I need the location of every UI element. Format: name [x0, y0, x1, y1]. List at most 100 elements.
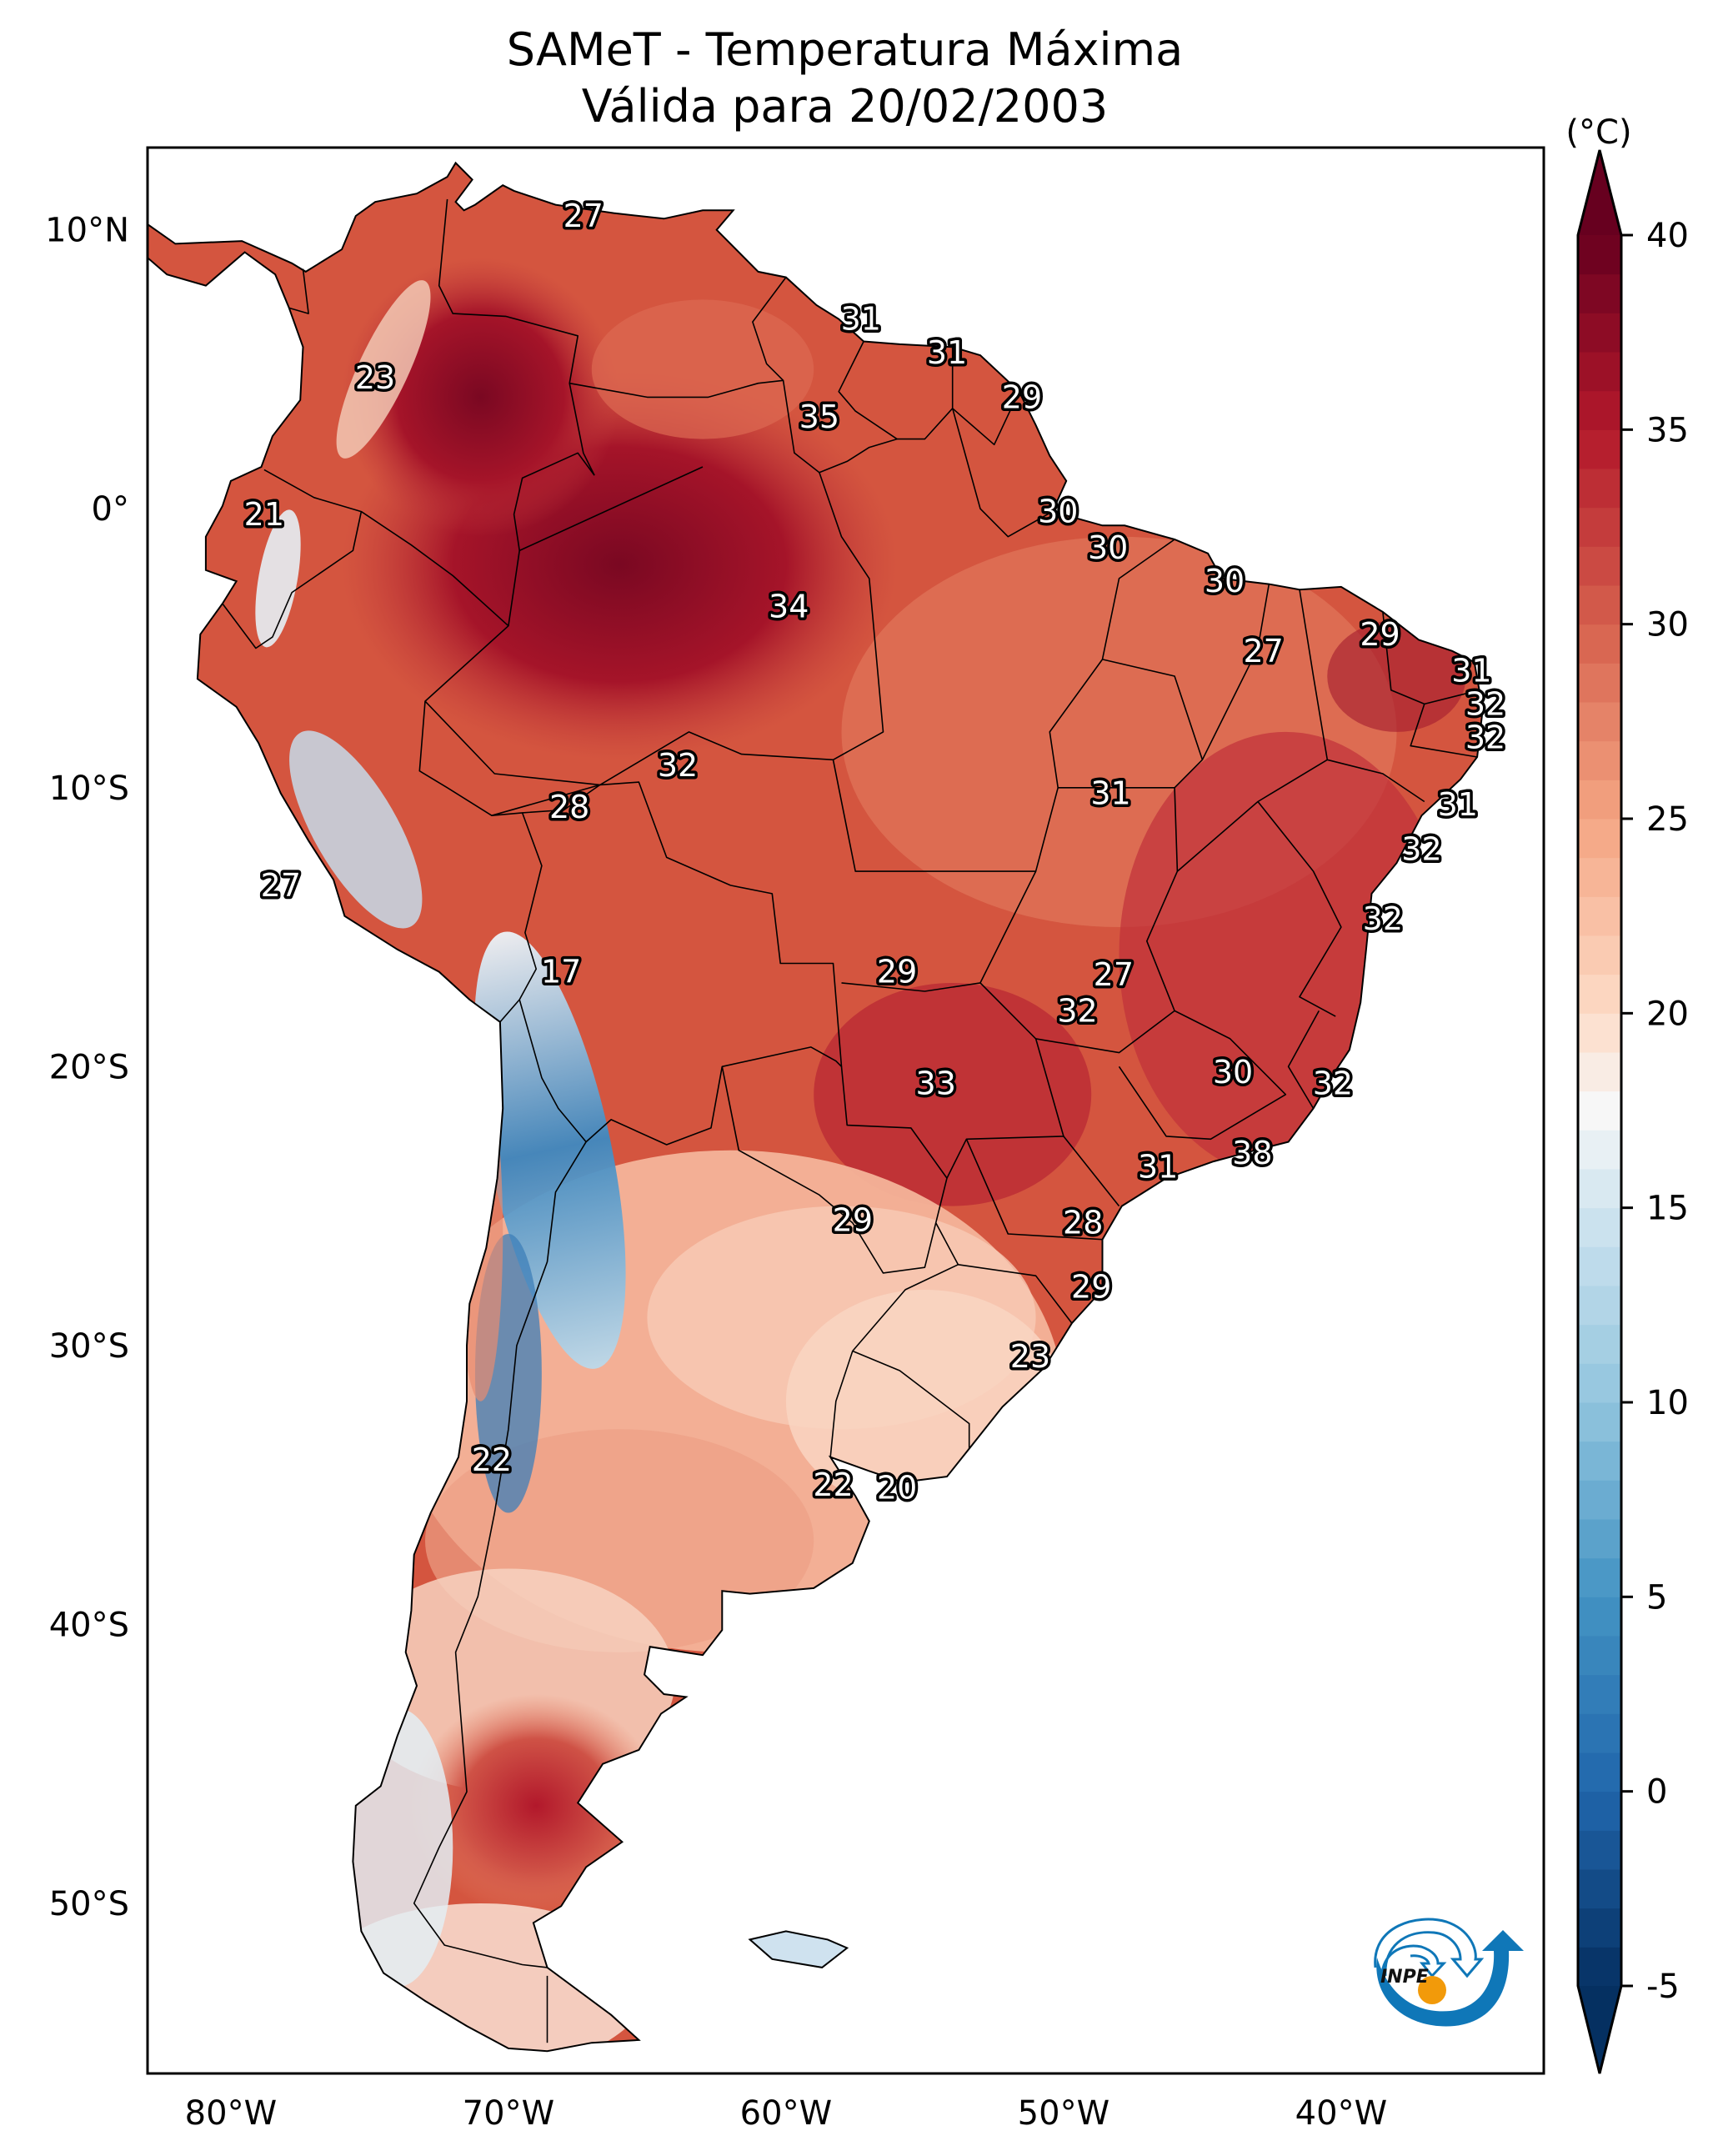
- border-line: [721, 1066, 948, 1274]
- colorbar-tick-label: 20: [1646, 995, 1689, 1033]
- capital-temperature-label: 27: [261, 867, 301, 904]
- field-peru-andes: [289, 730, 423, 929]
- colorbar-segment: [1578, 1947, 1621, 1987]
- border-line: [965, 1138, 1103, 1241]
- border-line: [1201, 584, 1270, 760]
- capital-temperature-label: 31: [841, 301, 881, 338]
- capital-temperature-label: 32: [1363, 900, 1403, 937]
- border-line: [222, 469, 363, 649]
- border-line: [491, 784, 601, 816]
- border-line: [832, 539, 1175, 872]
- colorbar-unit-label: (°C): [1565, 113, 1631, 152]
- logo-loop-arrow: [1374, 1918, 1485, 1978]
- capital-temperature-label: 31: [1138, 1149, 1178, 1186]
- border-line: [958, 1264, 1073, 1324]
- colorbar-segment: [1578, 896, 1621, 936]
- border-line: [897, 347, 954, 440]
- border-line: [841, 870, 1037, 992]
- colorbar-segment: [1578, 1597, 1621, 1637]
- colorbar-tick-label: -5: [1646, 1968, 1680, 2006]
- logo-sun-circle: [1418, 1976, 1446, 2004]
- colorbar-segment: [1578, 1363, 1621, 1403]
- capital-temperature-label: 32: [1401, 830, 1441, 867]
- colorbar-segment: [1578, 1013, 1621, 1053]
- field-altiplano: [474, 931, 626, 1369]
- capital-temperature-label: 29: [833, 1201, 873, 1238]
- colorbar-tick-label: 35: [1646, 411, 1689, 449]
- capital-temperature-label: 22: [813, 1467, 853, 1503]
- temperature-field: [255, 258, 1466, 2052]
- colorbar-segment: [1578, 1052, 1621, 1092]
- border-line: [752, 277, 898, 474]
- border-line: [829, 1222, 959, 1457]
- field-mato-grosso-sul: [814, 982, 1092, 1206]
- colorbar-segment: [1578, 1130, 1621, 1170]
- longitude-ticks: 80°W 70°W 60°W 50°W 40°W: [185, 2094, 1387, 2133]
- colorbar-segment: [1578, 1557, 1621, 1597]
- capital-temperature-label: 27: [563, 198, 604, 234]
- border-line: [438, 198, 595, 476]
- capital-temperature-label: 21: [244, 496, 284, 533]
- border-line: [599, 472, 884, 786]
- latitude-tick-label: 10°N: [45, 212, 129, 250]
- capital-temperature-label: 30: [1088, 529, 1128, 566]
- capital-temperature-label: 34: [769, 588, 809, 624]
- coastline: [148, 161, 1484, 2053]
- colorbar-segment: [1578, 1324, 1621, 1364]
- longitude-tick-label: 80°W: [185, 2094, 277, 2133]
- colorbar-segment: [1578, 819, 1621, 859]
- colorbar-segment: [1578, 857, 1621, 897]
- colorbar-segment: [1578, 1286, 1621, 1326]
- border-line: [1287, 1010, 1320, 1109]
- border-line: [952, 391, 1020, 446]
- colorbar-segment: [1578, 1207, 1621, 1247]
- capital-temperature-label: 27: [1243, 633, 1283, 669]
- border-line: [413, 1141, 587, 1968]
- border-line: [569, 379, 784, 399]
- capital-temperature-label: 38: [1232, 1135, 1272, 1171]
- colorbar: 40 35 30 25 20 15 10 5 0 -5 (°C): [1565, 113, 1689, 2074]
- colorbar-segment: [1578, 702, 1621, 742]
- colorbar-tick-label: 30: [1646, 606, 1689, 644]
- latitude-tick-label: 10°S: [49, 770, 129, 808]
- capital-temperature-label: 28: [1063, 1205, 1103, 1241]
- border-line: [518, 466, 704, 552]
- field-patagonian-ice: [342, 1707, 453, 1988]
- border-line: [360, 510, 543, 1023]
- field-guiana-shield: [591, 299, 814, 439]
- border-line: [951, 408, 1053, 538]
- colorbar-ticks: 40 35 30 25 20 15 10 5 0 -5: [1621, 217, 1689, 2006]
- field-ecuador-andes: [255, 509, 301, 648]
- capital-temperature-labels: 2723213531312930303029273132323132323432…: [241, 194, 1509, 1509]
- colorbar-segment: [1578, 546, 1621, 586]
- capital-temperature-label: 32: [658, 747, 698, 784]
- colorbar-segment: [1578, 352, 1621, 392]
- capital-temperature-label: 31: [1451, 652, 1491, 689]
- border-line: [852, 1350, 970, 1449]
- capital-temperature-label: 31: [1090, 775, 1130, 811]
- colorbar-segment: [1578, 1713, 1621, 1753]
- capital-temperature-label: 33: [916, 1065, 956, 1101]
- colorbar-segment: [1578, 1752, 1621, 1792]
- colorbar-segment: [1578, 1169, 1621, 1209]
- capital-temperature-label: 32: [1465, 685, 1505, 722]
- colorbar-extend-min: [1578, 1986, 1621, 2073]
- colorbar-segment: [1578, 1480, 1621, 1520]
- colorbar-tick-label: 10: [1646, 1384, 1689, 1422]
- capital-temperature-label: 23: [355, 359, 395, 396]
- longitude-tick-label: 40°W: [1295, 2094, 1387, 2133]
- colorbar-segment: [1578, 585, 1621, 625]
- longitude-tick-label: 50°W: [1018, 2094, 1109, 2133]
- longitude-tick-label: 60°W: [740, 2094, 832, 2133]
- colorbar-segment: [1578, 935, 1621, 975]
- border-line: [1118, 1010, 1287, 1141]
- latitude-tick-label: 0°: [92, 490, 129, 529]
- colorbar-segment: [1578, 780, 1621, 820]
- colorbar-segment: [1578, 1402, 1621, 1442]
- capital-temperature-label: 32: [1313, 1065, 1353, 1101]
- border-line: [1102, 659, 1204, 789]
- map-subtitle: Válida para 20/02/2003: [581, 80, 1109, 133]
- capital-temperature-label: 29: [1002, 379, 1042, 415]
- latitude-tick-label: 20°S: [49, 1048, 129, 1086]
- border-line: [518, 781, 843, 1146]
